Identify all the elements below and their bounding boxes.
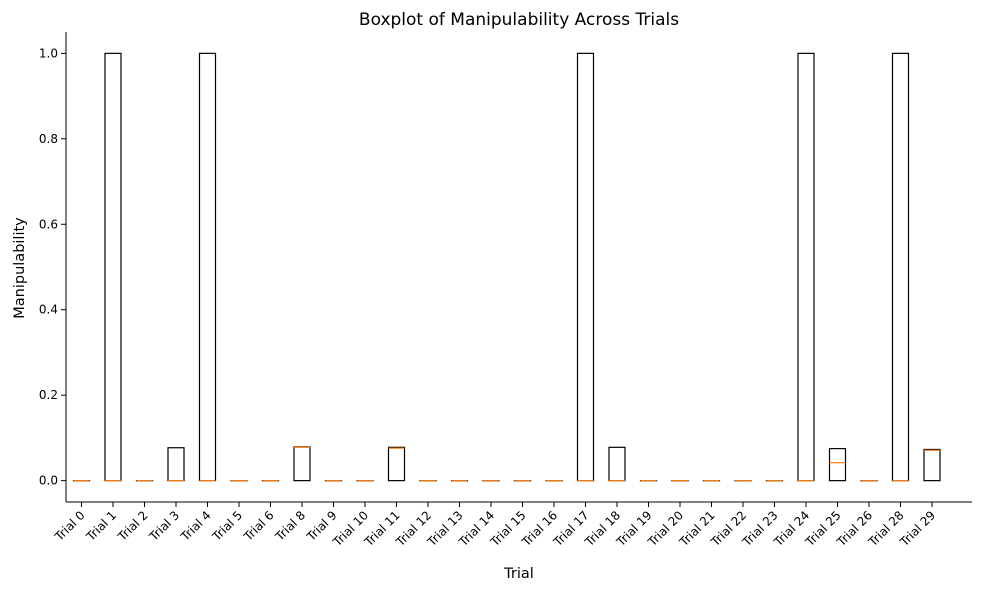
box-body xyxy=(608,446,626,482)
box-trial-17 xyxy=(576,52,595,482)
box-body xyxy=(198,52,217,482)
box-trial-8 xyxy=(293,446,311,482)
x-tick-label: Trial 8 xyxy=(272,508,308,544)
chart-title: Boxplot of Manipulability Across Trials xyxy=(359,10,679,30)
y-tick-label: 0.6 xyxy=(39,217,58,231)
y-tick-label: 0.4 xyxy=(39,303,58,317)
plot-area xyxy=(72,52,941,482)
box-trial-11 xyxy=(387,446,406,482)
y-tick-label: 1.0 xyxy=(39,46,58,60)
y-tick-label: 0.8 xyxy=(39,132,58,146)
x-tick-label: Trial 2 xyxy=(115,508,151,544)
box-trial-18 xyxy=(608,446,626,482)
y-tick-label: 0.2 xyxy=(39,388,58,402)
x-tick-label: Trial 0 xyxy=(52,508,88,544)
box-body xyxy=(167,447,185,482)
box-body xyxy=(828,447,847,482)
box-trial-1 xyxy=(104,52,122,482)
box-body xyxy=(797,52,815,482)
box-body xyxy=(104,52,122,482)
box-body xyxy=(293,446,311,482)
y-axis-ticks: 0.0 0.2 0.4 0.6 0.8 1.0 xyxy=(39,46,66,488)
box-trial-28 xyxy=(891,52,910,482)
x-axis-title: Trial xyxy=(503,566,534,582)
box-trial-29 xyxy=(923,448,941,482)
y-axis-title: Manipulability xyxy=(12,217,28,319)
x-tick-label: Trial 3 xyxy=(146,508,182,544)
box-trial-4 xyxy=(198,52,217,482)
box-body xyxy=(923,448,941,482)
box-body xyxy=(387,446,406,482)
box-body xyxy=(891,52,910,482)
box-body xyxy=(576,52,595,482)
x-tick-label: Trial 6 xyxy=(241,508,277,544)
x-tick-label: Trial 4 xyxy=(178,508,214,544)
box-trial-3 xyxy=(167,447,185,482)
x-tick-label: Trial 1 xyxy=(83,508,119,544)
box-trial-25 xyxy=(828,447,847,482)
x-tick-label: Trial 5 xyxy=(209,508,245,544)
box-trial-24 xyxy=(797,52,815,482)
y-tick-label: 0.0 xyxy=(39,474,58,488)
